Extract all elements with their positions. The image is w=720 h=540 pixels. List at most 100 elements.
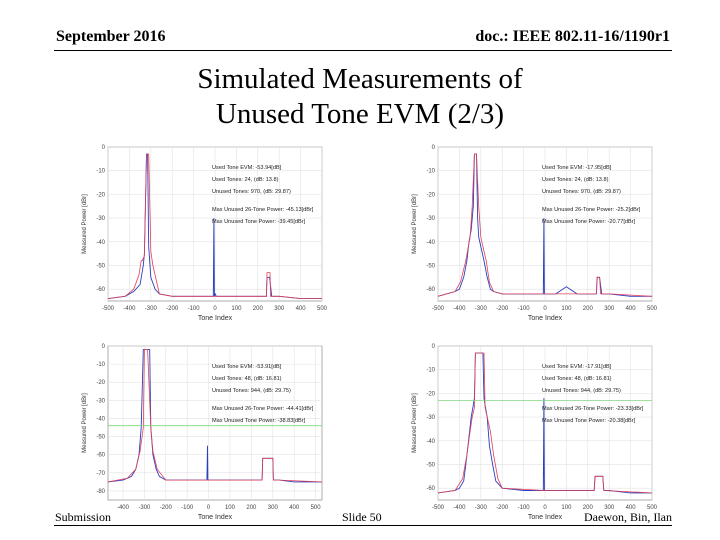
annotation-text: Used Tones: 24, (dB: 13.8) — [212, 177, 279, 183]
x-tick-label: 300 — [268, 505, 279, 511]
annotation-text: Used Tone EVM: -53.94[dB] — [212, 165, 282, 171]
annotation-text: Unused Tones: 944, (dB: 29.75) — [542, 388, 621, 394]
y-tick-label: -20 — [96, 192, 105, 198]
y-tick-label: -40 — [96, 416, 105, 422]
annotation-text: Unused Tones: 970, (dB: 29.87) — [212, 189, 291, 195]
footer-slide-number: Slide 50 — [342, 510, 382, 524]
x-tick-label: 0 — [207, 505, 211, 511]
annotation-text: Max Unused Tone Power: -38.83[dBr] — [212, 418, 306, 424]
y-axis-label: Measured Power [dBr] — [82, 194, 88, 254]
x-tick-label: -400 — [123, 306, 136, 312]
x-tick-label: 100 — [225, 505, 236, 511]
series-mask-line — [107, 349, 323, 483]
x-tick-label: 400 — [626, 306, 637, 312]
chart-24-tones-high-evm: -500 -400 -300 -200 -100 0 100 200 300 400 500 0 -10… — [408, 143, 658, 329]
y-tick-label: -50 — [96, 435, 105, 441]
y-tick-label: -10 — [96, 362, 105, 368]
x-tick-label: 100 — [231, 306, 242, 312]
annotation-text: Unused Tones: 970, (dB: 29.87) — [542, 189, 621, 195]
y-tick-label: -30 — [96, 398, 105, 404]
chart-48-tones-low-evm: -400 -300 -200 -100 0 100 200 300 400 500 0 -10 -20 -… — [78, 342, 328, 528]
y-tick-label: -60 — [96, 287, 105, 293]
y-tick-label: -40 — [426, 240, 435, 246]
x-tick-label: -500 — [432, 306, 445, 312]
x-tick-label: -200 — [496, 306, 509, 312]
header-rule — [54, 50, 672, 51]
x-axis-label: Tone Index — [528, 315, 563, 322]
x-tick-label: 200 — [253, 306, 264, 312]
y-tick-label: -20 — [426, 192, 435, 198]
x-tick-label: 500 — [311, 505, 322, 511]
x-tick-label: -100 — [518, 505, 531, 511]
y-tick-label: -50 — [96, 263, 105, 269]
x-tick-label: -300 — [475, 505, 488, 511]
y-tick-label: -80 — [96, 489, 105, 495]
x-tick-label: -100 — [181, 505, 194, 511]
x-tick-label: -200 — [160, 505, 173, 511]
annotation-text: Max Unused 26-Tone Power: -25.2[dBr] — [542, 207, 641, 213]
annotation-text: Max Unused Tone Power: -20.77[dBr] — [542, 219, 636, 225]
x-tick-label: 500 — [317, 306, 328, 312]
y-tick-label: -10 — [96, 169, 105, 175]
x-tick-label: -300 — [475, 306, 488, 312]
x-tick-label: 200 — [583, 306, 594, 312]
y-tick-label: -40 — [96, 240, 105, 246]
annotation-text: Max Unused 26-Tone Power: -45.13[dBr] — [212, 207, 314, 213]
y-tick-label: 0 — [102, 145, 106, 151]
x-tick-label: -100 — [188, 306, 201, 312]
x-tick-label: 500 — [647, 306, 658, 312]
y-tick-label: -10 — [426, 368, 435, 374]
annotation-text: Max Unused 26-Tone Power: -23.33[dBr] — [542, 406, 644, 412]
y-tick-label: -30 — [426, 216, 435, 222]
x-tick-label: -300 — [145, 306, 158, 312]
y-tick-label: 0 — [432, 344, 436, 350]
x-tick-label: 500 — [647, 505, 658, 511]
y-tick-label: -50 — [426, 462, 435, 468]
x-tick-label: -100 — [518, 306, 531, 312]
annotation-text: Used Tones: 24, (dB: 13.8) — [542, 177, 609, 183]
chart-svg: -500 -400 -300 -200 -100 0 100 200 300 400 500 0 -10… — [412, 145, 658, 322]
footer-rule — [54, 525, 672, 526]
chart-svg: -500 -400 -300 -200 -100 0 100 200 300 400 500 0 -10… — [82, 145, 328, 322]
y-tick-label: -30 — [426, 415, 435, 421]
series-mask-line — [437, 352, 653, 494]
chart-svg: -500 -400 -300 -200 -100 0 100 200 300 400 500 0 -10… — [412, 344, 658, 521]
series-mask-line — [107, 153, 322, 300]
chart-24-tones-low-evm: -500 -400 -300 -200 -100 0 100 200 300 400 500 0 -10… — [78, 143, 328, 329]
x-tick-label: -400 — [453, 306, 466, 312]
footer-submission: Submission — [55, 510, 112, 524]
x-tick-label: -500 — [102, 306, 115, 312]
annotation-text: Used Tone EVM: -53.91[dB] — [212, 364, 282, 370]
y-tick-label: -70 — [96, 471, 105, 477]
x-tick-label: 100 — [561, 306, 572, 312]
annotation-text: Max Unused 26-Tone Power: -44.41[dBr] — [212, 406, 314, 412]
y-tick-label: -60 — [426, 486, 435, 492]
x-tick-label: -400 — [117, 505, 130, 511]
x-tick-label: 200 — [583, 505, 594, 511]
y-tick-label: -20 — [426, 391, 435, 397]
x-tick-label: -300 — [138, 505, 151, 511]
annotation-text: Max Unused Tone Power: -39.45[dBr] — [212, 219, 306, 225]
y-tick-label: -10 — [426, 169, 435, 175]
x-tick-label: 0 — [213, 306, 217, 312]
x-tick-label: -200 — [166, 306, 179, 312]
y-tick-label: -60 — [96, 453, 105, 459]
header-document-id: doc.: IEEE 802.11-16/1190r1 — [475, 28, 670, 45]
footer-authors: Daewon, Bin, Ilan — [584, 510, 672, 524]
y-tick-label: -30 — [96, 216, 105, 222]
annotation-text: Used Tones: 48, (dB: 16.81) — [212, 376, 282, 382]
x-tick-label: 300 — [604, 306, 615, 312]
x-axis-label: Tone Index — [198, 315, 233, 322]
x-tick-label: 0 — [543, 306, 547, 312]
x-tick-label: 0 — [543, 505, 547, 511]
header-date: September 2016 — [56, 28, 166, 45]
annotation-text: Used Tones: 48, (dB: 16.81) — [542, 376, 612, 382]
x-tick-label: 300 — [604, 505, 615, 511]
annotation-text: Max Unused Tone Power: -20.38[dBr] — [542, 418, 636, 424]
annotation-text: Used Tone EVM: -17.91[dB] — [542, 364, 612, 370]
x-tick-label: 100 — [561, 505, 572, 511]
x-axis-label: Tone Index — [528, 514, 563, 521]
y-axis-label: Measured Power [dBr] — [82, 393, 88, 453]
annotation-text: Unused Tones: 944, (dB: 29.75) — [212, 388, 291, 394]
y-tick-label: -40 — [426, 439, 435, 445]
